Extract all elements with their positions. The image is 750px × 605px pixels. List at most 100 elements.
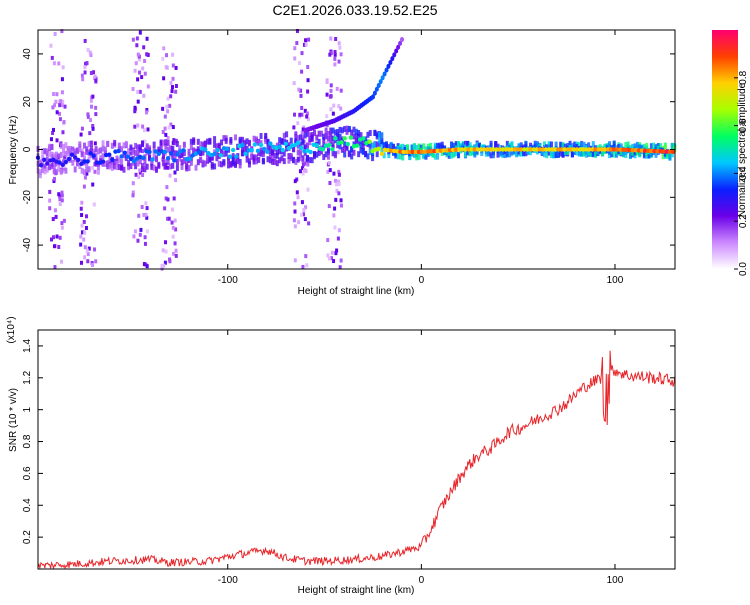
- ridge-halo: [322, 143, 326, 150]
- ridge-halo: [268, 157, 272, 164]
- noise-speckle: [332, 259, 336, 264]
- noise-speckle: [329, 256, 333, 261]
- ridge-halo: [161, 139, 165, 146]
- ridge-halo: [510, 142, 514, 149]
- ridge-point: [649, 148, 654, 154]
- ridge-point: [330, 146, 335, 152]
- ridge-halo: [357, 133, 361, 140]
- noise-speckle: [53, 265, 57, 270]
- ridge-point: [621, 147, 626, 153]
- snr-background: [38, 330, 675, 569]
- ridge-halo: [670, 151, 674, 158]
- ridge-halo: [324, 151, 328, 158]
- ridge-halo: [215, 143, 219, 150]
- branch-point: [382, 71, 387, 77]
- ridge-halo: [331, 135, 335, 142]
- ridge-halo: [275, 152, 279, 159]
- noise-speckle: [83, 70, 87, 75]
- ridge-halo: [64, 150, 68, 157]
- noise-speckle: [293, 201, 297, 206]
- noise-speckle: [53, 176, 57, 181]
- ridge-halo: [624, 142, 628, 149]
- ridge-halo: [570, 151, 574, 158]
- ridge-halo: [354, 137, 358, 144]
- noise-speckle: [141, 173, 145, 178]
- ridge-halo: [489, 140, 493, 147]
- ridge-point: [212, 151, 217, 157]
- snr-x-label: Height of straight line (km): [298, 585, 415, 596]
- noise-speckle: [142, 93, 146, 98]
- ridge-halo: [152, 141, 156, 148]
- ridge-point: [488, 147, 493, 152]
- noise-speckle: [300, 105, 304, 110]
- ridge-point: [562, 147, 567, 152]
- ridge-halo: [354, 132, 358, 139]
- ridge-halo: [612, 151, 616, 158]
- noise-speckle: [62, 218, 66, 223]
- noise-speckle: [57, 61, 61, 66]
- noise-speckle: [83, 65, 87, 70]
- ridge-halo: [175, 140, 179, 147]
- noise-speckle: [58, 235, 62, 240]
- ridge-point: [559, 147, 564, 152]
- ridge-point: [125, 154, 131, 159]
- ridge-point: [224, 146, 230, 151]
- ridge-halo: [185, 165, 189, 172]
- noise-speckle: [163, 260, 167, 265]
- noise-speckle: [58, 117, 62, 122]
- ridge-halo: [412, 151, 416, 158]
- ridge-halo: [329, 138, 333, 145]
- ridge-halo: [308, 156, 312, 163]
- ridge-halo: [549, 141, 553, 148]
- ridge-point: [460, 147, 465, 152]
- ridge-halo: [236, 157, 240, 164]
- ridge-halo: [259, 147, 263, 154]
- ridge-halo: [496, 143, 500, 150]
- ridge-halo: [208, 156, 212, 163]
- ridge-halo: [343, 145, 347, 152]
- x-tick-label: 0: [419, 575, 425, 586]
- ridge-halo: [201, 159, 205, 166]
- ridge-halo: [361, 148, 365, 155]
- ridge-halo: [601, 150, 605, 157]
- ridge-halo: [173, 139, 177, 146]
- ridge-halo: [59, 151, 63, 158]
- ridge-point: [230, 147, 236, 153]
- ridge-point: [45, 161, 50, 166]
- noise-speckle: [50, 237, 54, 242]
- ridge-halo: [110, 164, 114, 171]
- ridge-point: [404, 149, 409, 155]
- ridge-halo: [608, 141, 612, 148]
- ridge-halo: [159, 139, 163, 146]
- noise-speckle: [142, 45, 146, 50]
- ridge-point: [280, 147, 285, 153]
- ridge-halo: [501, 149, 505, 156]
- ridge-halo: [357, 151, 361, 158]
- ridge-halo: [243, 146, 247, 153]
- ridge-halo: [282, 132, 286, 139]
- noise-speckle: [133, 124, 137, 129]
- ridge-halo: [621, 150, 625, 157]
- ridge-halo: [178, 145, 182, 152]
- noise-speckle: [145, 264, 149, 269]
- noise-speckle: [339, 88, 343, 93]
- ridge-halo: [359, 132, 363, 139]
- ridge-halo: [303, 144, 307, 151]
- ridge-halo: [71, 146, 75, 153]
- ridge-halo: [375, 151, 379, 158]
- ridge-halo: [306, 142, 310, 149]
- ridge-point: [522, 147, 527, 152]
- noise-speckle: [61, 65, 65, 70]
- ridge-halo: [99, 147, 103, 154]
- y-tick-label: 0.2: [22, 530, 33, 544]
- ridge-halo: [287, 157, 291, 164]
- noise-speckle: [295, 41, 299, 46]
- noise-speckle: [329, 83, 333, 88]
- noise-speckle: [297, 61, 301, 66]
- noise-speckle: [48, 198, 52, 203]
- ridge-halo: [87, 166, 91, 173]
- ridge-halo: [299, 151, 303, 158]
- noise-speckle: [301, 134, 305, 139]
- ridge-halo: [201, 149, 205, 156]
